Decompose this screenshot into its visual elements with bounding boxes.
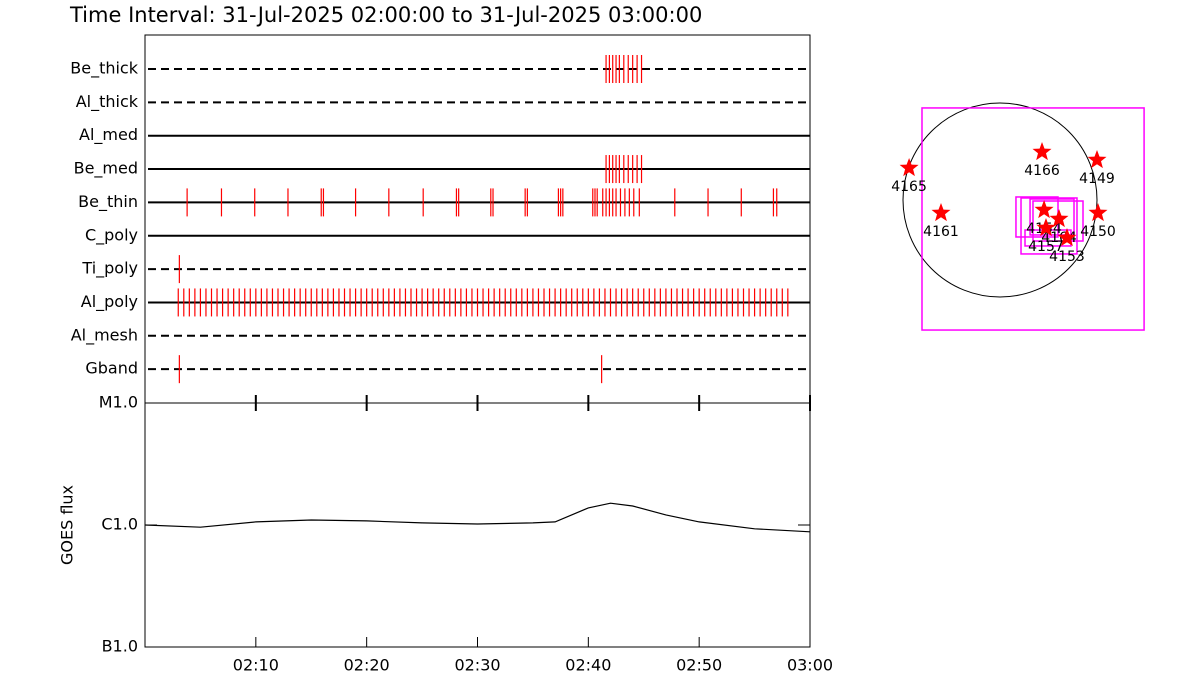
row-label: Be_med [74, 159, 138, 179]
region-marker [1032, 142, 1052, 161]
y-tick-label: M1.0 [99, 393, 138, 412]
solar-limb [902, 102, 1098, 298]
row-label: Al_med [79, 125, 138, 145]
region-marker [931, 203, 951, 222]
row-label: Al_mesh [71, 325, 138, 345]
title: Time Interval: 31-Jul-2025 02:00:00 to 3… [69, 3, 702, 27]
fov-box [1032, 200, 1084, 242]
y-axis-label: GOES flux [58, 485, 77, 565]
region-label: 4161 [923, 224, 959, 240]
region-label: 4157 [1028, 239, 1064, 255]
region-marker [1087, 150, 1107, 169]
x-tick-label: 02:20 [344, 656, 390, 675]
y-tick-label: C1.0 [101, 515, 138, 534]
row-label: C_poly [85, 225, 138, 245]
region-marker [1034, 200, 1054, 219]
region-label: 4149 [1079, 171, 1115, 187]
region-label: 4153 [1049, 249, 1085, 265]
x-tick-label: 02:10 [233, 656, 279, 675]
x-tick-label: 02:30 [454, 656, 500, 675]
goes-panel [144, 402, 811, 648]
fov-box [1029, 198, 1075, 236]
row-label: Gband [85, 359, 138, 378]
row-label: Be_thin [78, 192, 138, 212]
region-label: 4166 [1024, 163, 1060, 179]
row-label: Ti_poly [81, 259, 138, 279]
filter-panel [144, 34, 811, 404]
x-tick-label: 02:40 [565, 656, 611, 675]
row-label: Al_thick [76, 92, 139, 112]
fov-box [1020, 197, 1078, 255]
region-marker [1057, 228, 1077, 247]
x-tick-label: 02:50 [676, 656, 722, 675]
fov-box [921, 107, 1145, 331]
goes-curve [144, 502, 811, 533]
region-marker [1036, 218, 1056, 237]
row-label: Be_thick [70, 59, 138, 79]
region-marker [1088, 203, 1108, 222]
x-tick-label: 03:00 [787, 656, 833, 675]
region-marker [1049, 209, 1069, 228]
row-label: Al_poly [81, 292, 138, 312]
region-label: 4150 [1080, 224, 1116, 240]
region-marker [899, 158, 919, 177]
y-tick-label: B1.0 [102, 637, 138, 656]
region-label: 4165 [891, 179, 927, 195]
